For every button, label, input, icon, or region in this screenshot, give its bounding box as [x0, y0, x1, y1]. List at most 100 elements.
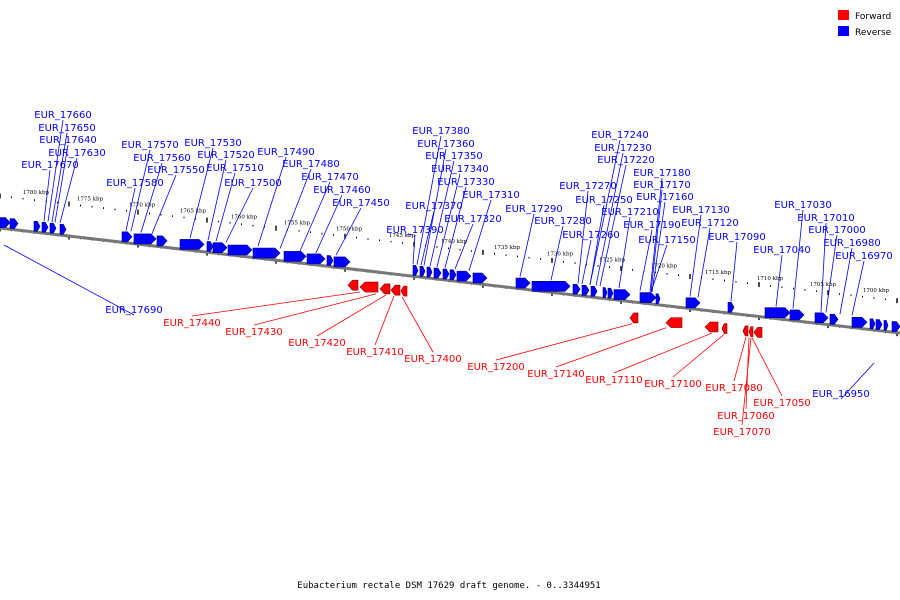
- reverse-gene-arrow: [433, 267, 442, 279]
- reverse-gene-arrow: [156, 235, 168, 247]
- legend-reverse-swatch: [838, 26, 849, 36]
- reverse-gene-leader: [454, 223, 474, 270]
- reverse-gene-leader: [650, 189, 663, 292]
- reverse-gene-label: EUR_17470: [301, 172, 358, 183]
- reverse-gene-arrow: [829, 313, 839, 325]
- reverse-gene-label: EUR_17380: [412, 126, 469, 137]
- reverse-gene-label: EUR_17480: [282, 159, 339, 170]
- reverse-gene-label: EUR_17490: [257, 147, 314, 158]
- reverse-gene-leader: [589, 139, 621, 285]
- forward-gene-leader: [613, 332, 713, 374]
- forward-gene-arrow: [390, 284, 401, 296]
- reverse-gene-arrow: [419, 265, 426, 277]
- kbp-label: 1745 kbp: [389, 233, 416, 239]
- forward-gene-label: EUR_17400: [404, 354, 461, 365]
- reverse-gene-label: EUR_17560: [133, 153, 190, 164]
- reverse-gene-arrow: [515, 277, 531, 289]
- legend: Forward Reverse: [838, 10, 892, 38]
- reverse-gene-leader: [650, 244, 668, 293]
- kbp-labels: 1780 kbp 1775 kbp 1770 kbp 1765 kbp 1760 kbp…: [23, 190, 890, 294]
- reverse-gene-leader: [639, 229, 653, 291]
- legend-forward-swatch: [838, 10, 849, 20]
- reverse-gene-label: EUR_17330: [437, 177, 494, 188]
- forward-gene-arrow: [748, 326, 754, 337]
- forward-gene-label: EUR_17070: [713, 427, 770, 438]
- forward-gene-arrow: [629, 312, 639, 324]
- reverse-gene-leader: [550, 225, 564, 281]
- legend-reverse-label: Reverse: [855, 28, 892, 38]
- reverse-gene-arrow: [442, 268, 450, 280]
- reverse-gene-leader: [444, 186, 467, 269]
- forward-gene-arrow: [359, 281, 379, 293]
- reverse-gene-label: EUR_17500: [224, 178, 281, 189]
- kbp-label: 1720 kbp: [651, 263, 678, 269]
- kbp-label: 1735 kbp: [494, 245, 521, 251]
- gene-arrows: [0, 217, 900, 338]
- reverse-gene-leader: [299, 181, 331, 252]
- reverse-gene-label: EUR_17010: [797, 213, 854, 224]
- legend-forward-label: Forward: [855, 12, 891, 22]
- reverse-gene-arrow: [9, 218, 19, 229]
- reverse-gene-leader: [792, 209, 804, 309]
- reverse-gene-label: EUR_17530: [184, 138, 241, 149]
- reverse-gene-arrow: [607, 287, 614, 299]
- forward-gene-label: EUR_17080: [705, 383, 762, 394]
- reverse-gene-leader: [649, 177, 663, 292]
- reverse-gene-label: EUR_17310: [462, 190, 519, 201]
- reverse-gene-arrow: [851, 316, 868, 328]
- kbp-label: 1750 kbp: [336, 227, 363, 233]
- reverse-gene-arrow: [655, 293, 661, 305]
- reverse-gene-arrow: [472, 272, 488, 284]
- forward-gene-arrow: [742, 325, 749, 337]
- forward-gene-leader: [672, 334, 725, 378]
- reverse-gene-leader: [429, 160, 455, 267]
- reverse-gene-arrow: [306, 253, 326, 265]
- reverse-gene-label: EUR_17650: [38, 123, 95, 134]
- forward-gene-leader: [751, 337, 783, 397]
- reverse-gene-arrow: [602, 287, 608, 298]
- reverse-gene-leader: [730, 241, 738, 302]
- forward-gene-label: EUR_17050: [753, 398, 810, 409]
- reverse-gene-label: EUR_17240: [591, 130, 648, 141]
- reverse-gene-leader: [775, 254, 783, 307]
- reverse-gene-leader: [420, 210, 435, 266]
- reverse-gene-label: EUR_17320: [444, 214, 501, 225]
- reverse-gene-arrow: [449, 269, 457, 281]
- reverse-gene-label: EUR_17270: [559, 181, 616, 192]
- reverse-gene-leader: [412, 234, 416, 265]
- reverse-gene-leader: [43, 169, 51, 222]
- reverse-gene-label: EUR_17000: [808, 225, 865, 236]
- reverse-gene-leader: [651, 201, 666, 293]
- reverse-gene-label: EUR_17260: [562, 230, 619, 241]
- reverse-gene-arrow: [639, 292, 657, 303]
- reverse-gene-leader: [47, 119, 64, 222]
- reverse-gene-leader: [820, 222, 827, 312]
- reverse-gene-arrow: [41, 221, 49, 233]
- forward-gene-leader: [555, 327, 667, 368]
- reverse-gene-leader: [225, 187, 254, 243]
- reverse-gene-leader: [599, 164, 627, 287]
- reverse-gene-label: EUR_17390: [386, 225, 443, 236]
- reverse-gene-label: EUR_17210: [601, 207, 658, 218]
- reverse-gene-arrow: [883, 320, 889, 331]
- kbp-label: 1770 kbp: [129, 203, 156, 209]
- kbp-label: 1700 kbp: [863, 288, 890, 294]
- forward-gene-leader: [191, 291, 361, 317]
- reverse-gene-arrow: [789, 309, 805, 321]
- reverse-gene-label: EUR_17580: [106, 178, 163, 189]
- reverse-gene-label: EUR_17570: [121, 140, 178, 151]
- forward-gene-arrow: [704, 321, 719, 333]
- reverse-gene-label: EUR_17150: [638, 235, 695, 246]
- reverse-gene-arrow: [333, 256, 351, 268]
- genome-backbone: [0, 226, 900, 335]
- kbp-label: 1775 kbp: [77, 197, 104, 203]
- reverse-gene-label: EUR_17280: [534, 216, 591, 227]
- reverse-gene-leader: [257, 156, 287, 247]
- reverse-gene-arrow: [613, 289, 631, 300]
- forward-gene-arrow: [721, 323, 728, 334]
- reverse-gene-arrow: [590, 285, 598, 297]
- forward-gene-arrow: [379, 283, 391, 295]
- reverse-gene-leader: [825, 234, 838, 313]
- reverse-gene-label: EUR_17670: [21, 160, 78, 171]
- forward-gene-arrow: [665, 317, 683, 328]
